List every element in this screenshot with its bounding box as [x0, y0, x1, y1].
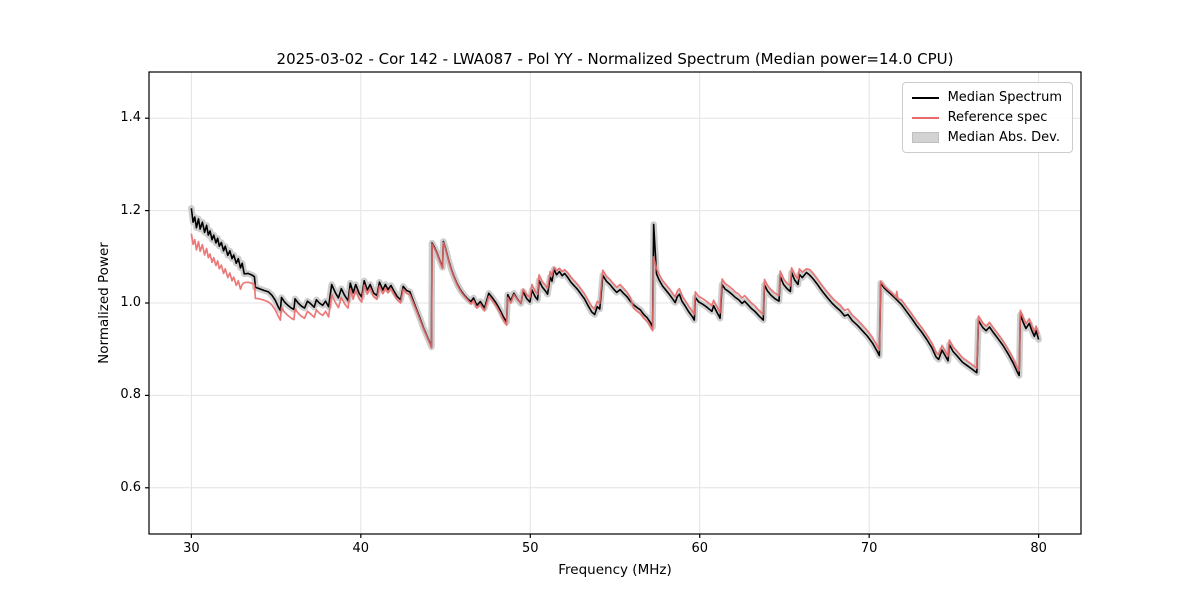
series-line-reference-spec	[190, 233, 1040, 372]
series-line-median-spectrum	[190, 208, 1040, 377]
y-tick-label: 1.0	[120, 295, 141, 310]
mad-band	[188, 205, 1042, 379]
legend-label: Reference spec	[947, 110, 1048, 125]
x-tick-label: 40	[352, 541, 370, 556]
legend: Median Spectrum Reference spec Median Abs.…	[901, 82, 1073, 153]
chart-title: 2025-03-02 - Cor 142 - LWA087 - Pol YY -…	[276, 50, 954, 68]
x-tick-label: 30	[183, 541, 200, 556]
legend-label: Median Spectrum	[947, 90, 1062, 105]
y-tick-label: 0.6	[120, 479, 141, 495]
legend-line-swatch	[911, 116, 939, 119]
x-tick-label: 50	[521, 541, 539, 556]
y-tick-label: 1.4	[120, 110, 141, 126]
y-tick-label: 0.8	[120, 387, 141, 403]
y-tick-label: 1.2	[120, 202, 141, 218]
legend-label: Median Abs. Dev.	[947, 130, 1061, 145]
legend-item: Reference spec	[911, 110, 1062, 125]
x-axis-label: Frequency (MHz)	[558, 562, 672, 578]
x-tick-label: 60	[691, 541, 708, 556]
legend-line-swatch	[911, 96, 939, 99]
legend-item: Median Spectrum	[911, 90, 1062, 105]
legend-item: Median Abs. Dev.	[911, 130, 1062, 145]
x-tick-label: 80	[1030, 541, 1047, 556]
legend-patch-swatch	[911, 132, 939, 143]
x-tick-label: 70	[860, 541, 878, 556]
